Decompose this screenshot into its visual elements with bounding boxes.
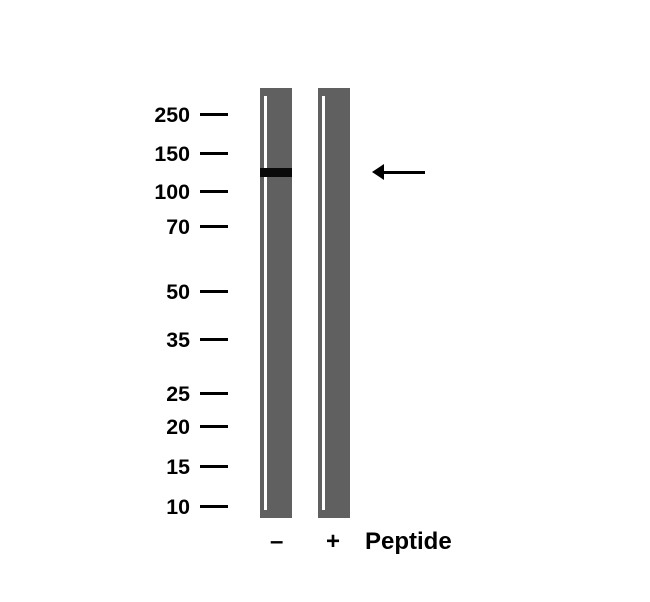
- mw-tick-15: [200, 465, 228, 468]
- mw-tick-100: [200, 190, 228, 193]
- mw-label-250: 250: [140, 103, 190, 128]
- mw-tick-50: [200, 290, 228, 293]
- mw-tick-35: [200, 338, 228, 341]
- mw-tick-20: [200, 425, 228, 428]
- peptide-label: Peptide: [365, 528, 452, 556]
- mw-tick-150: [200, 152, 228, 155]
- mw-label-20: 20: [140, 415, 190, 440]
- lane-plus: [318, 88, 350, 518]
- mw-tick-10: [200, 505, 228, 508]
- lane-minus-highlight: [264, 96, 267, 510]
- lane-minus-band: [260, 168, 292, 177]
- mw-tick-70: [200, 225, 228, 228]
- mw-label-35: 35: [140, 328, 190, 353]
- mw-label-150: 150: [140, 142, 190, 167]
- mw-label-25: 25: [140, 382, 190, 407]
- lane-label-minus: –: [270, 528, 283, 556]
- mw-label-70: 70: [140, 215, 190, 240]
- mw-label-10: 10: [140, 495, 190, 520]
- lane-minus: [260, 88, 292, 518]
- lane-label-plus: +: [326, 528, 340, 556]
- lane-plus-highlight: [322, 96, 325, 510]
- mw-label-50: 50: [140, 280, 190, 305]
- band-arrow-line: [380, 171, 425, 174]
- mw-tick-25: [200, 392, 228, 395]
- mw-tick-250: [200, 113, 228, 116]
- band-arrow-head: [372, 164, 384, 180]
- mw-label-100: 100: [140, 180, 190, 205]
- mw-label-15: 15: [140, 455, 190, 480]
- western-blot-figure: 250 150 100 70 50 35 25 20 15 10 – + Pep…: [0, 0, 650, 602]
